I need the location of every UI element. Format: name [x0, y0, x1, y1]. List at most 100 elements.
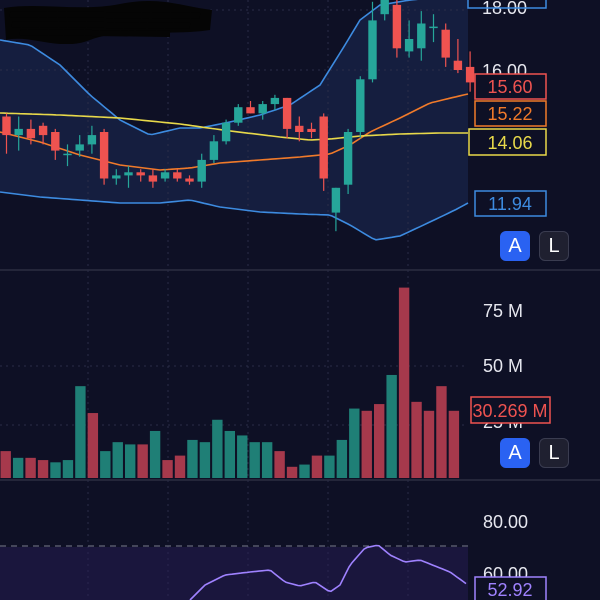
volume-bar — [336, 439, 348, 478]
candle-body — [63, 153, 72, 156]
candle-body — [234, 107, 243, 123]
volume-auto-scale-button[interactable]: A — [500, 438, 530, 468]
candle-body — [75, 144, 84, 151]
upper-band-line — [0, 0, 419, 136]
candle-body — [465, 66, 475, 83]
volume-bar — [75, 386, 86, 478]
candle-body — [258, 104, 267, 114]
candle-body — [307, 128, 316, 132]
candle-body — [2, 116, 11, 136]
log-scale-button-label: L — [548, 234, 560, 257]
candle-body — [429, 26, 438, 29]
volume-bar — [100, 451, 111, 478]
volume-axis-tick: 50 M — [483, 356, 523, 376]
volume-bar — [361, 410, 372, 478]
volume-log-scale-button[interactable]: L — [539, 438, 569, 468]
candle-body — [282, 97, 292, 129]
candle-body — [368, 20, 377, 80]
candle-body — [87, 135, 97, 145]
volume-bar — [174, 455, 186, 478]
oscillator-line — [189, 544, 467, 600]
redacted-scribble — [4, 1, 212, 44]
price-axis-tick: 18.00 — [482, 0, 527, 18]
volume-auto-scale-button-label: A — [508, 441, 522, 464]
auto-scale-button[interactable]: A — [500, 231, 530, 261]
volume-bar — [286, 466, 298, 478]
candle-body — [453, 60, 463, 70]
lower-band-tag: 11.94 — [474, 190, 547, 217]
volume-bar — [386, 374, 397, 478]
candle-body — [246, 107, 255, 114]
volume-bar — [311, 455, 323, 478]
volume-bar — [448, 410, 460, 478]
volume-bar — [199, 442, 211, 478]
volume-bar — [261, 442, 273, 478]
volume-bar — [50, 462, 61, 478]
candles — [2, 0, 475, 232]
candle-body — [14, 128, 23, 136]
volume-bar — [212, 419, 223, 478]
volume-bars — [0, 287, 460, 478]
candle-body — [270, 97, 280, 105]
lower-band-tag-label: 11.94 — [488, 194, 532, 214]
candle-body — [99, 132, 109, 179]
candle-body — [173, 172, 182, 179]
candle-body — [331, 187, 341, 213]
candle-body — [26, 128, 36, 139]
price-tag: 15.60 — [474, 73, 547, 100]
candle-body — [136, 172, 145, 176]
volume-tag: 30.269 M — [470, 396, 551, 424]
oscillator-tag-label: 52.92 — [487, 580, 532, 600]
volume-bar — [224, 430, 235, 478]
volume-bar — [436, 386, 447, 478]
candle-body — [404, 39, 414, 52]
volume-bar — [112, 442, 123, 478]
oscillator-axis-tick: 80.00 — [483, 512, 528, 532]
volume-bar — [349, 408, 360, 478]
middle-band-line — [0, 93, 469, 171]
candle-body — [343, 132, 353, 185]
volume-bar — [249, 442, 260, 478]
candle-body — [295, 125, 304, 132]
volume-bar — [37, 460, 49, 478]
candle-body — [221, 122, 231, 142]
volume-bar — [0, 451, 11, 478]
candle-body — [380, 0, 389, 15]
candle-body — [112, 175, 121, 179]
volume-bar — [137, 444, 148, 478]
volume-bar — [149, 430, 161, 478]
candle-body — [417, 23, 426, 49]
volume-bar — [324, 455, 335, 478]
volume-bar — [299, 464, 310, 478]
axis-label-box — [467, 0, 547, 9]
volume-bar — [162, 460, 173, 478]
oscillator-pane: 80.00 60.00 52.92 — [0, 512, 547, 600]
volume-pane: 75 M 50 M 25 M 30.269 M — [0, 287, 551, 478]
volume-bar — [423, 410, 435, 478]
volume-bar — [398, 287, 410, 478]
log-scale-button[interactable]: L — [539, 231, 569, 261]
price-tag-label: 15.60 — [487, 77, 532, 97]
candle-body — [441, 29, 450, 58]
price-pane: 18.00 16.00 15.60 15.22 14.06 11.94 — [0, 0, 547, 600]
mid-band-tag-label: 15.22 — [487, 104, 532, 124]
volume-bar — [411, 401, 422, 478]
auto-scale-button-label: A — [508, 234, 522, 257]
lower-band-line — [0, 191, 469, 241]
volume-bar — [12, 457, 24, 478]
candle-body — [392, 4, 402, 49]
volume-bar — [274, 451, 285, 478]
mid-band-tag: 15.22 — [474, 100, 547, 127]
candle-body — [319, 116, 328, 179]
volume-bar — [374, 404, 385, 478]
volume-axis-tick: 75 M — [483, 301, 523, 321]
oscillator-tag: 52.92 — [474, 576, 547, 600]
volume-bar — [237, 435, 248, 478]
candle-body — [148, 175, 158, 182]
volume-bar — [187, 439, 198, 478]
candle-body — [356, 79, 365, 132]
long-moving-average-line — [0, 112, 468, 141]
volume-bar — [62, 460, 74, 478]
candle-body — [38, 125, 48, 136]
